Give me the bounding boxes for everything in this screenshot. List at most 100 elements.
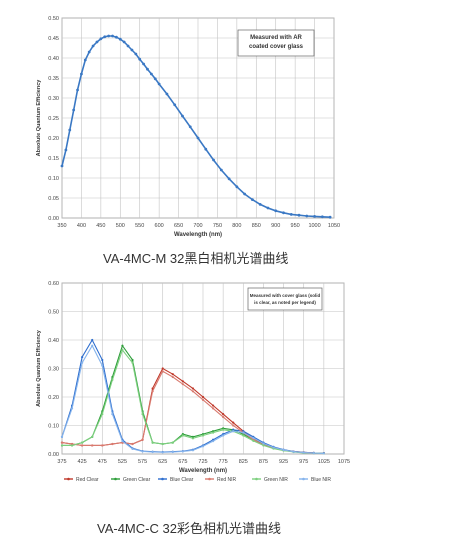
- mono-qe-chart: 350 400 450 500 550 600 650 700 750 800 850 900 950 1…: [36, 16, 340, 238]
- data-point: [161, 370, 164, 373]
- x-tick-label: 550: [135, 223, 144, 229]
- data-point: [91, 444, 94, 447]
- data-point: [222, 434, 225, 437]
- y-tick-label: 0.50: [48, 310, 59, 316]
- data-point: [262, 442, 265, 445]
- data-point: [292, 450, 295, 453]
- legend-label: Blue NIR: [311, 477, 331, 483]
- data-point: [262, 444, 265, 447]
- data-point: [191, 387, 195, 390]
- data-point: [181, 383, 184, 386]
- mono-chart-caption: VA-4MC-M 32黑白相机光谱曲线: [103, 251, 289, 266]
- data-point: [111, 378, 114, 381]
- y-tick-label: 0.20: [48, 136, 59, 142]
- data-point: [211, 404, 215, 407]
- data-point: [83, 58, 87, 62]
- data-point: [60, 441, 64, 444]
- x-axis-label: Wavelength (nm): [179, 468, 227, 474]
- legend-marker: [208, 477, 211, 481]
- data-point: [70, 444, 74, 447]
- y-axis-label: Absolute Quantum Efficiency: [36, 79, 42, 157]
- x-tick-label: 500: [116, 223, 125, 229]
- data-point: [91, 344, 94, 347]
- data-point: [282, 211, 285, 215]
- legend-marker: [255, 477, 258, 481]
- data-point: [232, 421, 235, 424]
- annotation-text: is clear, as noted per legend): [254, 300, 316, 305]
- x-axis-label: Wavelength (nm): [174, 232, 222, 238]
- data-point: [211, 440, 215, 443]
- data-point: [242, 431, 245, 434]
- x-tick-label: 975: [299, 459, 308, 465]
- x-tick-label: 1075: [338, 459, 350, 465]
- x-tick-label: 450: [96, 223, 105, 229]
- data-point: [196, 136, 200, 140]
- data-point: [320, 215, 324, 219]
- data-point: [222, 415, 225, 419]
- annotation-text: Measured with AR: [250, 35, 302, 41]
- data-point: [76, 88, 79, 92]
- x-tick-label: 875: [259, 459, 268, 465]
- data-point: [151, 390, 154, 393]
- data-point: [107, 34, 111, 38]
- legend-label: Red NIR: [217, 477, 237, 483]
- annotation-box: [247, 287, 323, 311]
- data-point: [274, 209, 278, 213]
- data-point: [328, 215, 332, 219]
- data-point: [151, 450, 154, 454]
- data-point: [201, 395, 205, 399]
- data-point: [103, 35, 107, 39]
- data-point: [191, 437, 195, 440]
- x-tick-label: 650: [174, 223, 183, 229]
- data-point: [252, 439, 255, 442]
- annotation-text: coated cover glass: [249, 44, 304, 50]
- data-point: [297, 213, 301, 217]
- data-point: [81, 356, 84, 359]
- y-tick-label: 0.50: [48, 16, 59, 22]
- y-tick-label: 0.40: [48, 338, 59, 344]
- data-point: [219, 168, 223, 172]
- y-tick-label: 0.00: [48, 216, 59, 222]
- x-tick-label: 725: [198, 459, 207, 465]
- data-point: [80, 72, 83, 76]
- data-point: [72, 108, 76, 112]
- data-point: [131, 358, 134, 362]
- annotation-box: [237, 29, 315, 57]
- data-point: [161, 367, 164, 370]
- y-tick-label: 0.30: [48, 96, 59, 102]
- data-point: [313, 215, 316, 218]
- data-point: [101, 364, 104, 367]
- data-point: [142, 62, 146, 66]
- data-point: [81, 441, 84, 444]
- data-point: [118, 37, 122, 41]
- legend-marker: [161, 477, 164, 481]
- data-point: [149, 72, 153, 76]
- data-point: [138, 57, 142, 61]
- y-tick-label: 0.25: [48, 116, 59, 122]
- x-tick-label: 700: [193, 223, 202, 229]
- data-point: [191, 390, 195, 393]
- x-tick-label: 675: [178, 459, 187, 465]
- data-point: [211, 407, 215, 410]
- data-point: [153, 77, 157, 81]
- data-point: [81, 444, 84, 447]
- data-point: [191, 449, 195, 452]
- data-point: [130, 48, 134, 52]
- data-point: [87, 50, 91, 54]
- data-point: [115, 35, 118, 39]
- data-point: [232, 430, 235, 433]
- x-tick-label: 925: [279, 459, 288, 465]
- data-point: [211, 431, 215, 434]
- data-point: [146, 67, 149, 71]
- data-point: [121, 440, 124, 443]
- data-point: [121, 344, 124, 347]
- data-point: [134, 52, 138, 56]
- data-point: [266, 206, 270, 210]
- data-point: [173, 103, 177, 107]
- data-point: [131, 361, 134, 364]
- y-tick-label: 0.45: [48, 36, 59, 42]
- x-tick-label: 1050: [328, 223, 340, 229]
- x-tick-label: 750: [213, 223, 222, 229]
- x-tick-label: 1000: [308, 223, 320, 229]
- x-tick-label: 375: [57, 459, 66, 465]
